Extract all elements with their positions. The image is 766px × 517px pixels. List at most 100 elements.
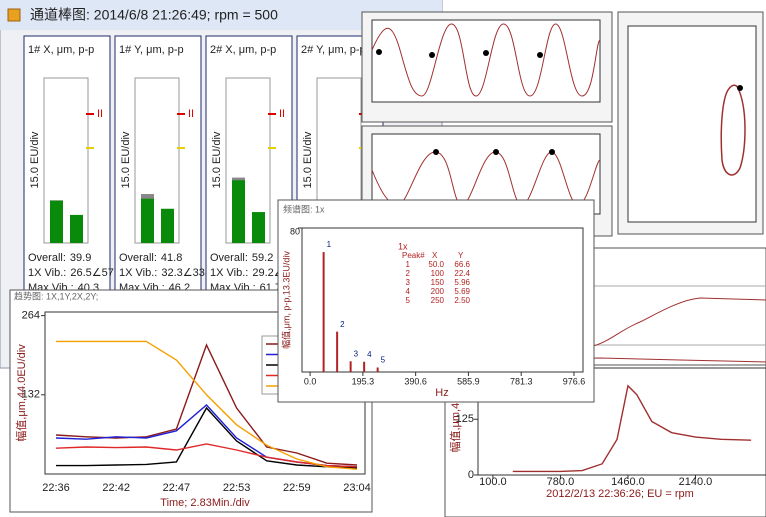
overall-label: Overall: <box>119 252 157 264</box>
peak-label: 4 <box>367 350 372 359</box>
table-header: Y <box>458 251 464 260</box>
vib1x-label: 1X Vib.: <box>28 267 66 279</box>
alarm-label: II <box>279 108 285 120</box>
key-marker <box>429 52 435 58</box>
x-tick-label: 0.0 <box>304 376 317 386</box>
channel-panel <box>114 35 202 299</box>
window-title: 通道棒图: 2014/6/8 21:26:49; rpm = 500 <box>30 7 278 23</box>
vib1x: 32.3 <box>161 267 182 279</box>
x-tick-label: 1460.0 <box>611 476 645 488</box>
vib1x-label: 1X Vib.: <box>210 267 248 279</box>
key-marker <box>737 85 743 91</box>
x-tick-label: 976.6 <box>563 376 586 386</box>
peak-label: 3 <box>354 349 359 358</box>
channel-reading: Overall: 39.9 <box>28 252 91 264</box>
channel-name: 2# X, μm, p-p <box>210 44 276 56</box>
overall: 59.2 <box>252 252 273 264</box>
alarm-label: II <box>188 108 194 120</box>
key-marker <box>483 50 489 56</box>
waveform <box>371 23 601 97</box>
vib1x-label: 1X Vib.: <box>119 267 157 279</box>
table-cell: 2 <box>406 269 411 278</box>
y-tick-label: 125 <box>456 413 474 425</box>
channel-panel <box>23 35 111 299</box>
x-tick-label: 781.3 <box>510 376 533 386</box>
peak-label: 2 <box>340 320 345 329</box>
axis-label: 15.0 EU/div <box>302 131 314 188</box>
x-tick-label: 22:53 <box>223 482 251 494</box>
orbit-window <box>617 11 764 235</box>
table-header: X <box>432 251 438 260</box>
orbit <box>720 84 746 176</box>
trend-line <box>56 340 358 470</box>
phase: ∠57 <box>92 267 114 279</box>
x-tick-label: 390.6 <box>404 376 427 386</box>
bar-axis <box>43 77 89 244</box>
x-tick-label: 22:42 <box>102 482 130 494</box>
vib1x-bar <box>70 214 83 243</box>
x-axis-label: Time; 2.83Min./div <box>160 497 250 509</box>
y-tick-label: 0 <box>468 469 474 481</box>
table-cell: 3 <box>406 278 411 287</box>
table-cell: 250 <box>431 296 445 305</box>
plot-area <box>301 227 584 373</box>
plot-area <box>627 25 757 223</box>
vib1x: 26.5 <box>70 267 91 279</box>
plot-area <box>477 367 766 476</box>
overall-label: Overall: <box>210 252 248 264</box>
overall: 41.8 <box>161 252 182 264</box>
window-frame <box>277 199 595 403</box>
phase: ∠338 <box>183 267 211 279</box>
channel-name: 2# Y, μm, p-p <box>301 44 366 56</box>
spectrum-window: 频谱图: 1x Hz 幅值,μm, p-p,13.3EU/div 1x 0.0 1… <box>277 199 595 403</box>
bode-curve <box>512 384 752 473</box>
axis-label: 15.0 EU/div <box>29 131 41 188</box>
peak-label: 5 <box>381 356 386 365</box>
table-cell: 4 <box>406 287 411 296</box>
table-cell: 1 <box>406 260 411 269</box>
axis-label: 15.0 EU/div <box>211 131 223 188</box>
x-tick-label: 100.0 <box>479 476 507 488</box>
table-cell: 22.4 <box>454 269 470 278</box>
vib1x-bar <box>161 208 174 243</box>
bar-axis <box>225 77 271 244</box>
trend-line <box>55 443 358 468</box>
channel-reading: Overall: 59.2 <box>210 252 273 264</box>
vib1x: 29.2 <box>252 267 273 279</box>
table-cell: 5 <box>406 296 411 305</box>
x-tick-label: 22:47 <box>163 482 191 494</box>
window-icon <box>7 8 21 22</box>
x-tick-label: 23:04 <box>343 482 371 494</box>
channel-name: 1# Y, μm, p-p <box>119 44 184 56</box>
peak-label: 1 <box>327 240 332 249</box>
table-cell: 5.96 <box>454 278 470 287</box>
x-tick-label: 780.0 <box>547 476 575 488</box>
plot-area <box>371 19 601 103</box>
table-cell: 5.69 <box>454 287 470 296</box>
channel-reading: Overall: 41.8 <box>119 252 182 264</box>
table-title: 1x <box>398 241 408 251</box>
table-cell: 200 <box>431 287 445 296</box>
key-marker <box>433 149 439 155</box>
y-tick-label: 264 <box>22 310 40 322</box>
overall-bar <box>232 180 245 243</box>
key-marker <box>376 49 382 55</box>
table-cell: 2.50 <box>454 296 470 305</box>
overall-bar <box>50 200 63 243</box>
table-cell: 100 <box>431 269 445 278</box>
x-axis-label: Hz <box>435 387 448 399</box>
x-tick-label: 2140.0 <box>679 476 713 488</box>
overall-label: Overall: <box>28 252 66 264</box>
key-marker <box>549 149 555 155</box>
phase-curve <box>477 297 766 353</box>
key-marker <box>537 52 543 58</box>
table-cell: 50.0 <box>428 260 444 269</box>
y-tick-label: 132 <box>22 389 40 401</box>
y-axis-label: 幅值,μm,41.7 <box>449 387 462 452</box>
x-tick-label: 195.3 <box>352 376 375 386</box>
trend-line <box>56 406 358 469</box>
x-tick-label: 22:36 <box>42 482 70 494</box>
overall-bar <box>141 198 154 243</box>
x-tick-label: 585.9 <box>457 376 480 386</box>
